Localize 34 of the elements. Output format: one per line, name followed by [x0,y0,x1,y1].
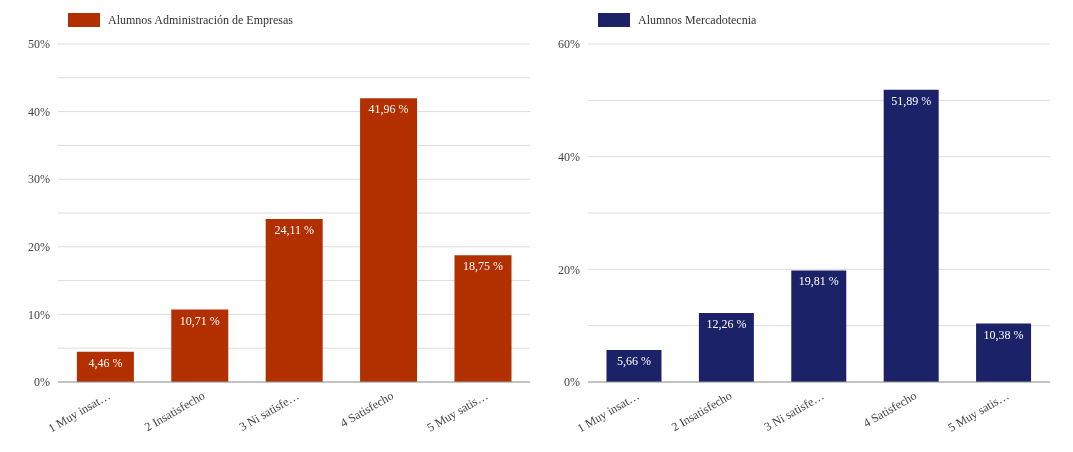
data-label: 10,71 % [179,313,220,328]
data-label: 10,38 % [983,327,1024,342]
y-tick-label: 10% [28,307,50,322]
y-tick-label: 60% [558,37,580,52]
y-tick-label: 40% [28,104,50,119]
y-tick-label: 50% [28,37,50,52]
x-tick-label: 1 Muy insat… [45,388,113,436]
legend-label: Alumnos Administración de Empresas [108,12,293,28]
y-tick-label: 20% [558,262,580,277]
y-tick-label: 40% [558,149,580,164]
y-tick-label: 30% [28,172,50,187]
data-label: 19,81 % [798,274,839,289]
y-tick-label: 20% [28,240,50,255]
bar [171,309,229,382]
data-label: 24,11 % [274,223,314,238]
bar [976,323,1032,382]
legend-label: Alumnos Mercadotecnia [638,12,757,28]
bar [698,312,754,382]
bar [360,98,418,382]
y-tick-label: 0% [564,375,580,390]
data-label: 41,96 % [368,102,409,117]
data-label: 12,26 % [706,316,747,331]
data-label: 18,75 % [462,259,503,274]
x-tick-label: 5 Muy satis… [424,388,491,435]
data-label: 51,89 % [891,93,932,108]
bar [454,255,512,382]
bar [791,270,847,382]
x-tick-label: 5 Muy satis… [945,388,1012,435]
bar [265,219,323,382]
data-label: 4,46 % [88,355,123,370]
x-tick-label: 1 Muy insat… [574,388,642,436]
data-label: 5,66 % [616,354,651,369]
y-tick-label: 0% [34,375,50,390]
bar [883,89,939,382]
